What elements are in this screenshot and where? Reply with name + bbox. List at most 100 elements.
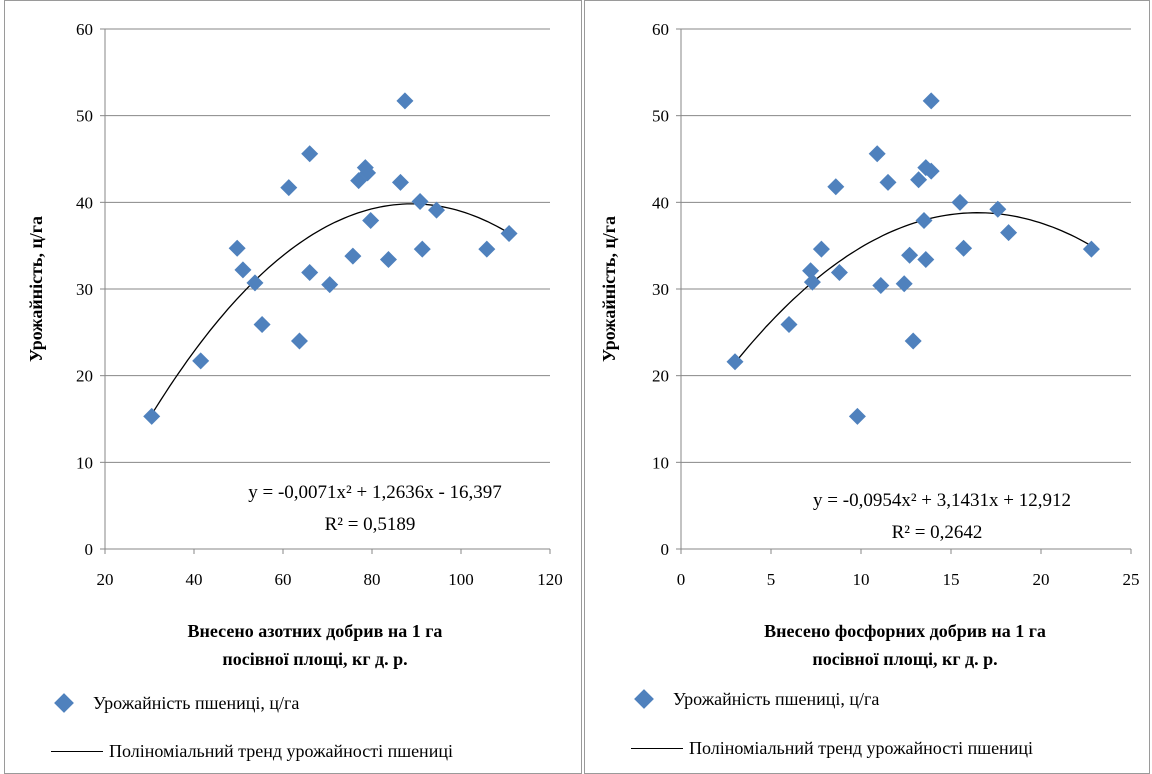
data-point	[895, 275, 913, 293]
data-point	[478, 240, 496, 258]
x-tick-label: 80	[364, 570, 381, 589]
data-point	[428, 201, 446, 219]
y-axis-label: Урожайність, ц/га	[26, 216, 46, 362]
data-point	[246, 274, 264, 292]
x-tick-label: 0	[677, 570, 686, 589]
x-axis-label: Внесено фосфорних добрив на 1 га посівно…	[665, 617, 1145, 673]
data-point	[1000, 224, 1018, 242]
legend-entry-points: Урожайність пшениці, ц/га	[51, 691, 299, 715]
data-point	[917, 251, 935, 269]
data-point	[301, 145, 319, 163]
legend-trend-line	[631, 747, 683, 749]
chart-panel-phosphorus: 0 10 20 30 40 50 60 0 5 10 15 20 25 Урожайність, ц/га…	[584, 0, 1150, 774]
data-point	[1082, 240, 1100, 258]
x-tick-label: 40	[186, 570, 203, 589]
legend-diamond-marker	[634, 689, 654, 709]
legend-entry-trend: Поліноміальний тренд урожайності пшениці	[51, 739, 453, 763]
y-tick-label: 60	[652, 20, 669, 39]
data-point	[411, 192, 429, 210]
data-point	[827, 178, 845, 196]
x-axis-label-line1: Внесено азотних добрив на 1 га	[187, 621, 443, 641]
legend-trend-label: Поліноміальний тренд урожайності пшениці	[689, 737, 1033, 758]
x-tick-label: 25	[1123, 570, 1140, 589]
x-tick-label: 100	[448, 570, 474, 589]
legend-diamond-marker	[54, 693, 74, 713]
data-point	[253, 316, 271, 334]
r-squared-label: R² = 0,5189	[325, 514, 416, 535]
trend-line	[151, 203, 511, 415]
legend-entry-trend: Поліноміальний тренд урожайності пшениці	[631, 736, 1033, 760]
y-axis-label: Урожайність, ц/га	[599, 216, 619, 362]
y-tick-label: 10	[76, 453, 93, 472]
legend-points-label: Урожайність пшениці, ц/га	[673, 688, 880, 709]
x-axis-label: Внесено азотних добрив на 1 га посівної …	[85, 617, 545, 673]
data-point	[951, 193, 969, 211]
data-point	[726, 353, 744, 371]
y-tick-label: 20	[652, 367, 669, 386]
data-point	[234, 261, 252, 279]
data-point	[379, 251, 397, 269]
data-point	[280, 179, 298, 197]
legend-entry-points: Урожайність пшениці, ц/га	[631, 687, 879, 711]
data-point	[915, 212, 933, 230]
data-point	[955, 239, 973, 257]
data-point	[780, 316, 798, 334]
trend-equation: y = -0,0071x² + 1,2636x - 16,397	[248, 482, 502, 503]
y-tick-label: 60	[76, 20, 93, 39]
data-point	[830, 264, 848, 282]
scatter-chart-phosphorus: 0 10 20 30 40 50 60 0 5 10 15 20 25 Урожайність, ц/га…	[599, 20, 1140, 589]
data-point	[922, 162, 940, 180]
data-point	[192, 352, 210, 370]
x-axis-label-line2: посівної площі, кг д. р.	[222, 649, 408, 669]
data-point	[868, 145, 886, 163]
data-point	[812, 240, 830, 258]
legend-trend-label: Поліноміальний тренд урожайності пшениці	[109, 740, 453, 761]
trend-line	[734, 212, 1094, 364]
data-point	[910, 171, 928, 189]
x-tick-label: 15	[943, 570, 960, 589]
y-tick-label: 10	[652, 453, 669, 472]
x-tick-label: 20	[1033, 570, 1050, 589]
x-tick-label: 60	[275, 570, 292, 589]
data-point	[396, 92, 414, 110]
data-point	[344, 247, 362, 265]
y-tick-label: 0	[85, 540, 94, 559]
x-tick-label: 20	[97, 570, 114, 589]
data-point	[321, 276, 339, 294]
data-point	[904, 332, 922, 350]
x-tick-label: 10	[853, 570, 870, 589]
x-axis-label-line1: Внесено фосфорних добрив на 1 га	[764, 621, 1046, 641]
data-point	[848, 407, 866, 425]
legend-trend-line	[51, 750, 103, 752]
data-point	[359, 164, 377, 182]
y-tick-label: 20	[76, 367, 93, 386]
data-point	[922, 92, 940, 110]
data-point	[413, 240, 431, 258]
x-axis-label-line2: посівної площі, кг д. р.	[812, 649, 998, 669]
data-point	[802, 262, 820, 280]
data-point	[500, 225, 518, 243]
data-point	[143, 407, 161, 425]
trend-equation: y = -0,0954x² + 3,1431x + 12,912	[813, 490, 1071, 511]
y-tick-label: 30	[76, 280, 93, 299]
data-point	[901, 246, 919, 264]
data-point	[228, 239, 246, 257]
data-point	[362, 212, 380, 230]
y-tick-label: 50	[76, 107, 93, 126]
x-tick-label: 120	[537, 570, 563, 589]
legend-points-label: Урожайність пшениці, ц/га	[93, 692, 300, 713]
data-point	[872, 277, 890, 295]
y-tick-label: 30	[652, 280, 669, 299]
y-tick-label: 40	[76, 193, 93, 212]
chart-panel-nitrogen: 0 10 20 30 40 50 60 20 40 60 80 100 120 Урожайність, …	[4, 0, 582, 774]
data-point	[803, 273, 821, 291]
data-point	[290, 332, 308, 350]
x-tick-label: 5	[767, 570, 776, 589]
data-point	[989, 200, 1007, 218]
data-point	[391, 173, 409, 191]
y-tick-label: 0	[661, 540, 670, 559]
y-tick-label: 40	[652, 193, 669, 212]
data-point	[301, 264, 319, 282]
data-point	[879, 173, 897, 191]
scatter-chart-nitrogen: 0 10 20 30 40 50 60 20 40 60 80 100 120 Урожайність, …	[26, 20, 563, 589]
